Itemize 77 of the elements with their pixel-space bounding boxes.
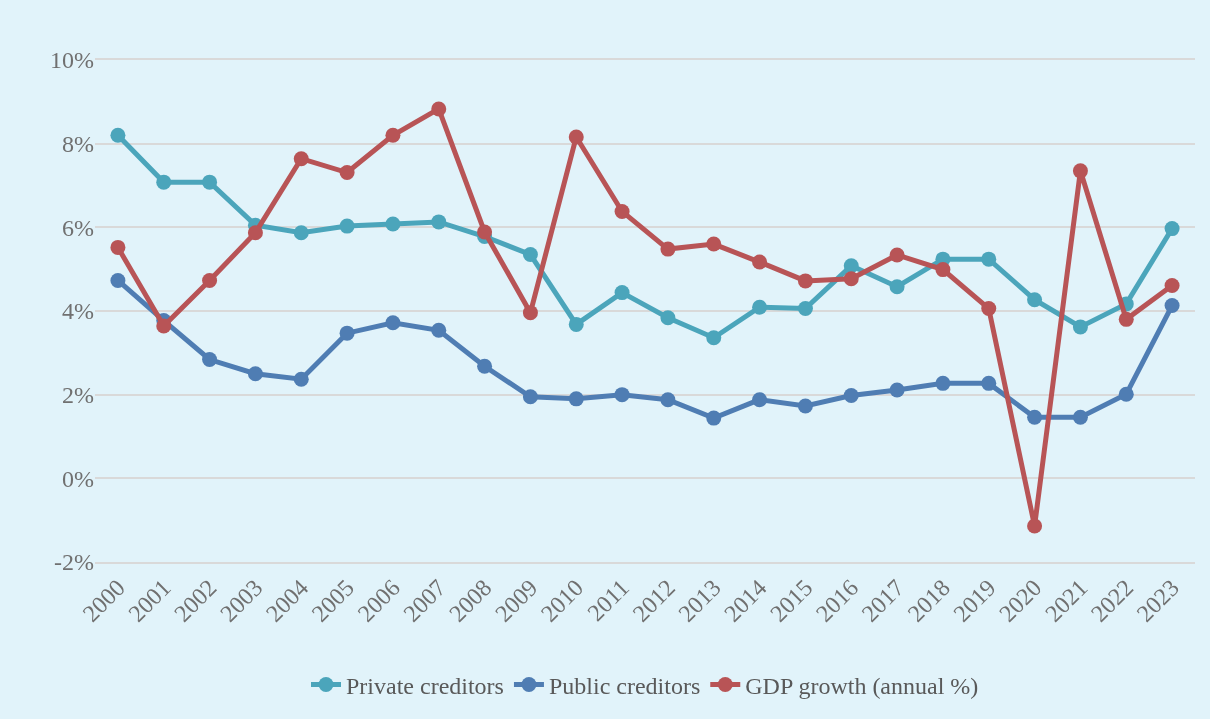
point bbox=[568, 129, 584, 145]
point bbox=[156, 318, 172, 334]
point bbox=[1118, 311, 1134, 327]
point bbox=[660, 241, 676, 257]
point bbox=[477, 358, 493, 374]
y-tick-label: 2% bbox=[62, 382, 94, 409]
point bbox=[1027, 409, 1043, 425]
point bbox=[889, 382, 905, 398]
point bbox=[568, 391, 584, 407]
point bbox=[752, 392, 768, 408]
point bbox=[614, 203, 630, 219]
point bbox=[202, 272, 218, 288]
point bbox=[981, 375, 997, 391]
point bbox=[339, 165, 355, 181]
point bbox=[1164, 277, 1180, 293]
point bbox=[614, 285, 630, 301]
point bbox=[752, 254, 768, 270]
point bbox=[660, 310, 676, 326]
point bbox=[522, 305, 538, 321]
point bbox=[247, 366, 263, 382]
point bbox=[889, 279, 905, 295]
y-tick-label: 8% bbox=[62, 131, 94, 158]
point bbox=[843, 258, 859, 274]
legend-label: Public creditors bbox=[548, 672, 701, 699]
point bbox=[843, 388, 859, 403]
point bbox=[935, 262, 951, 278]
point bbox=[1027, 518, 1043, 534]
point bbox=[247, 225, 263, 241]
y-tick-label: 4% bbox=[62, 298, 94, 325]
point bbox=[981, 251, 997, 267]
y-tick-label: 10% bbox=[50, 47, 94, 74]
point bbox=[935, 375, 951, 391]
point bbox=[1072, 319, 1088, 335]
point bbox=[156, 174, 172, 190]
point bbox=[385, 216, 401, 232]
point bbox=[110, 239, 126, 255]
point bbox=[477, 224, 493, 240]
point bbox=[706, 236, 722, 252]
point bbox=[431, 322, 447, 338]
point bbox=[889, 247, 905, 263]
point bbox=[1072, 409, 1088, 425]
y-tick-label: 6% bbox=[62, 214, 94, 241]
point bbox=[110, 127, 126, 143]
point bbox=[1118, 386, 1134, 402]
point bbox=[293, 371, 309, 387]
point bbox=[706, 330, 722, 346]
point bbox=[1164, 221, 1180, 237]
point bbox=[1164, 298, 1180, 314]
point bbox=[797, 398, 813, 414]
y-tick-label: -2% bbox=[54, 549, 95, 576]
point bbox=[752, 299, 768, 315]
point bbox=[385, 127, 401, 143]
point bbox=[1072, 163, 1088, 179]
point bbox=[431, 101, 447, 117]
point bbox=[706, 410, 722, 426]
point bbox=[110, 272, 126, 288]
point bbox=[1027, 292, 1043, 308]
point bbox=[797, 273, 813, 289]
point bbox=[522, 389, 538, 405]
point bbox=[843, 271, 859, 287]
legend-label: Private creditors bbox=[346, 672, 504, 699]
point bbox=[339, 218, 355, 234]
point bbox=[385, 315, 401, 331]
point bbox=[568, 316, 584, 332]
point bbox=[660, 392, 676, 408]
y-tick-label: 0% bbox=[62, 465, 94, 492]
legend-label: GDP growth (annual %) bbox=[745, 672, 979, 699]
point bbox=[202, 174, 218, 190]
point bbox=[522, 247, 538, 263]
point bbox=[202, 352, 218, 368]
point bbox=[293, 225, 309, 241]
point bbox=[431, 214, 447, 230]
point bbox=[614, 387, 630, 403]
point bbox=[293, 151, 309, 167]
point bbox=[339, 325, 355, 341]
point bbox=[797, 300, 813, 316]
point bbox=[981, 300, 997, 316]
